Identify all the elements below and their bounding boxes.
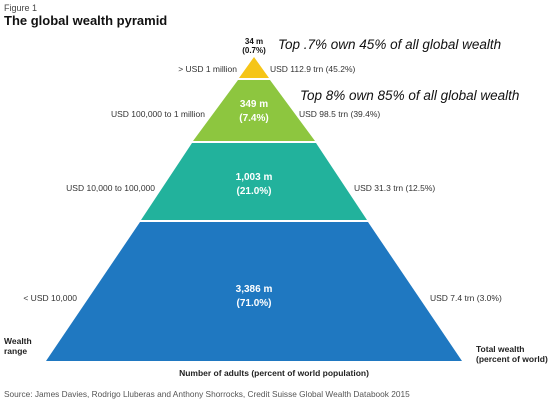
tier-1-wealth-range: USD 100,000 to 1 million	[110, 109, 205, 119]
tier-3-wealth-range: < USD 10,000	[23, 293, 77, 303]
tier-0-wealth-range: > USD 1 million	[178, 64, 237, 74]
tier-1-total-wealth: USD 98.5 trn (39.4%)	[299, 109, 381, 119]
axis-right-line2: (percent of world)	[476, 354, 548, 364]
figure-title: The global wealth pyramid	[4, 13, 168, 28]
tier-2-adults: 1,003 m	[236, 172, 273, 183]
axis-right-line1: Total wealth	[476, 344, 525, 354]
tier-0-total-wealth: USD 112.9 trn (45.2%)	[270, 64, 356, 74]
annotation-top-point-seven: Top .7% own 45% of all global wealth	[278, 37, 502, 52]
tier-0-percent: (0.7%)	[242, 46, 266, 55]
pyramid-tier-1	[193, 80, 315, 141]
tier-2-percent: (21.0%)	[236, 186, 271, 197]
source-note: Source: James Davies, Rodrigo Lluberas a…	[4, 389, 410, 399]
axis-label-total-wealth: Total wealth (percent of world)	[476, 344, 548, 364]
pyramid-tier-2	[141, 143, 367, 220]
tier-3-adults: 3,386 m	[236, 284, 273, 295]
axis-left-line1: Wealth	[4, 336, 32, 346]
pyramid-tier-0	[239, 57, 269, 78]
tier-3-total-wealth: USD 7.4 trn (3.0%)	[430, 293, 502, 303]
tier-3-percent: (71.0%)	[236, 298, 271, 309]
tier-0-labels: 34 m (0.7%)	[234, 37, 274, 55]
tier-1-adults: 349 m	[240, 99, 268, 110]
axis-label-wealth-range: Wealth range	[4, 336, 32, 356]
pyramid-tier-3	[46, 222, 462, 361]
axis-label-number-of-adults: Number of adults (percent of world popul…	[179, 368, 369, 378]
tier-2-total-wealth: USD 31.3 trn (12.5%)	[354, 183, 436, 193]
axis-left-line2: range	[4, 346, 28, 356]
figure-label: Figure 1	[4, 3, 38, 13]
tier-0-adults: 34 m	[244, 37, 264, 46]
annotation-top-eight: Top 8% own 85% of all global wealth	[300, 88, 520, 103]
tier-1-percent: (7.4%)	[239, 113, 268, 124]
tier-2-wealth-range: USD 10,000 to 100,000	[66, 183, 155, 193]
